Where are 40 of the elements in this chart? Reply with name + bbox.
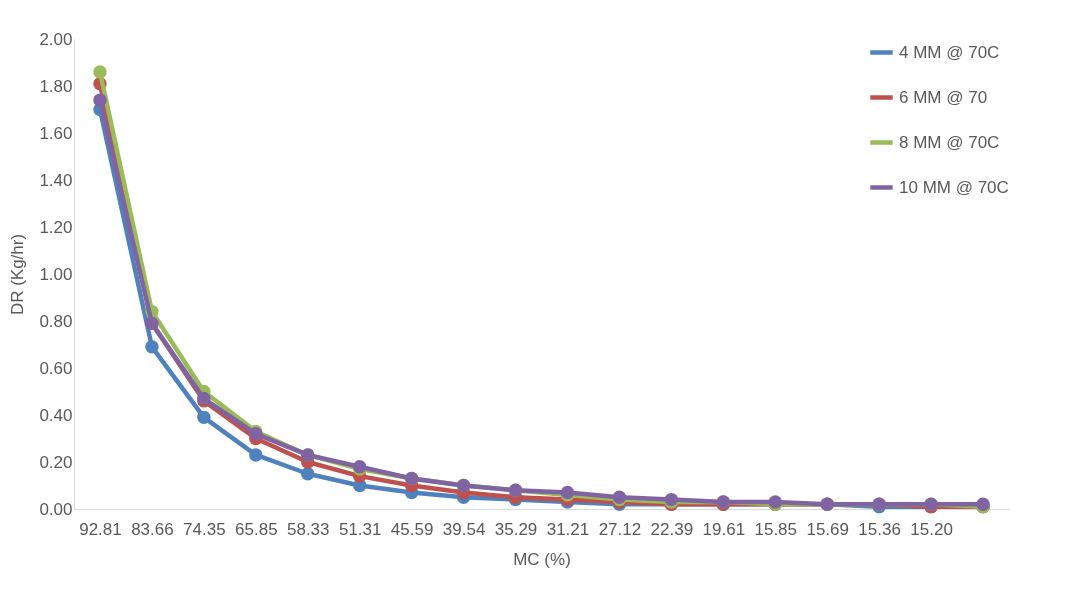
x-tick-label: 19.61: [702, 519, 746, 539]
x-tick-label: 51.31: [338, 519, 382, 539]
x-tick-label: 22.39: [650, 519, 694, 539]
y-tick-label: 1.40: [39, 170, 73, 190]
point: [93, 65, 107, 79]
y-tick-label: 0.20: [39, 452, 73, 472]
y-tick-label: 0.00: [39, 499, 73, 519]
y-tick-label: 2.00: [39, 29, 73, 49]
x-tick-label: 15.85: [754, 519, 798, 539]
point: [301, 467, 315, 481]
legend-label: 10 MM @ 70C: [899, 177, 1009, 197]
y-tick-label: 1.00: [39, 264, 73, 284]
x-tick-label: 15.20: [910, 519, 953, 539]
y-tick-label: 1.20: [39, 217, 73, 237]
x-tick-label: 92.81: [79, 519, 122, 539]
y-axis-title: DR (Kg/hr): [8, 233, 28, 316]
y-tick-label: 1.80: [39, 76, 73, 96]
x-tick-label: 35.29: [494, 519, 538, 539]
point: [93, 93, 107, 107]
y-tick-label: 0.40: [39, 405, 73, 425]
x-tick-label: 83.66: [131, 519, 174, 539]
legend-label: 6 MM @ 70: [899, 87, 988, 107]
x-tick-label: 15.36: [858, 519, 901, 539]
legend-label: 4 MM @ 70C: [899, 42, 1000, 62]
x-axis-title: MC (%): [513, 549, 571, 569]
y-tick-label: 1.60: [39, 123, 73, 143]
x-tick-label: 31.21: [546, 519, 590, 539]
x-tick-label: 39.54: [442, 519, 486, 539]
x-tick-label: 74.35: [183, 519, 226, 539]
point: [249, 448, 263, 462]
x-tick-label: 65.85: [235, 519, 278, 539]
y-tick-label: 0.60: [39, 358, 73, 378]
x-tick-label: 45.59: [390, 519, 434, 539]
point: [197, 410, 211, 425]
x-tick-label: 15.69: [806, 519, 849, 539]
x-tick-label: 27.12: [598, 519, 642, 539]
x-tick-label: 58.33: [286, 519, 330, 539]
legend-label: 8 MM @ 70C: [899, 132, 1000, 152]
y-tick-label: 0.80: [39, 311, 73, 331]
point: [145, 340, 159, 354]
